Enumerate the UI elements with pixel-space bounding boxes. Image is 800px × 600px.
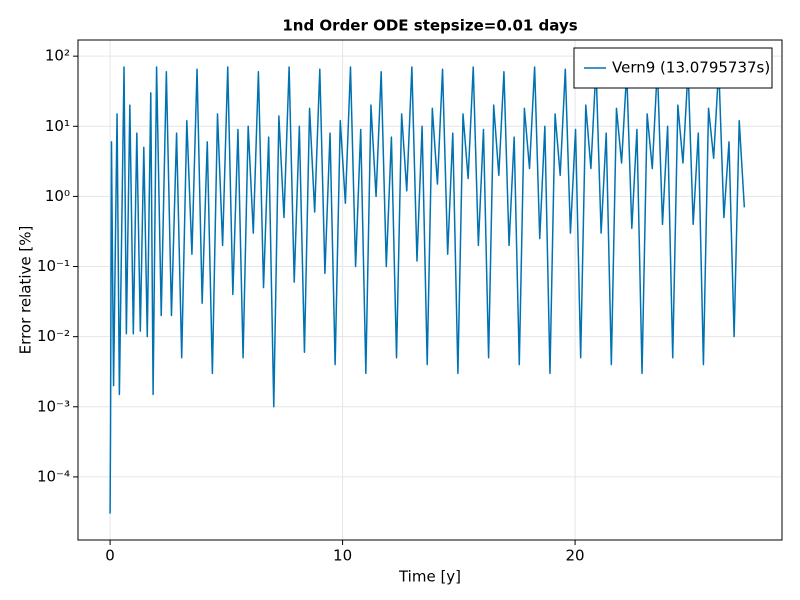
y-tick-label: 10⁻³ — [37, 397, 70, 415]
plot-frame — [77, 39, 783, 541]
y-axis-label: Error relative [%] — [17, 226, 35, 355]
x-tick-label: 10 — [333, 547, 352, 565]
y-tick-label: 10⁻¹ — [37, 257, 70, 275]
x-tick-label: 20 — [566, 547, 585, 565]
legend-label: Vern9 (13.0795737s) — [612, 59, 770, 77]
y-tick-label: 10² — [45, 47, 70, 65]
y-tick-label: 10⁻² — [37, 327, 70, 345]
x-axis-label: Time [y] — [398, 568, 461, 586]
x-tick-label: 0 — [105, 547, 115, 565]
y-tick-label: 10¹ — [45, 117, 70, 135]
series-line — [109, 66, 746, 514]
chart-title: 1nd Order ODE stepsize=0.01 days — [282, 17, 577, 35]
legend-box — [573, 47, 773, 89]
y-tick-label: 10⁻⁴ — [37, 467, 70, 485]
y-tick-label: 10⁰ — [45, 187, 70, 205]
